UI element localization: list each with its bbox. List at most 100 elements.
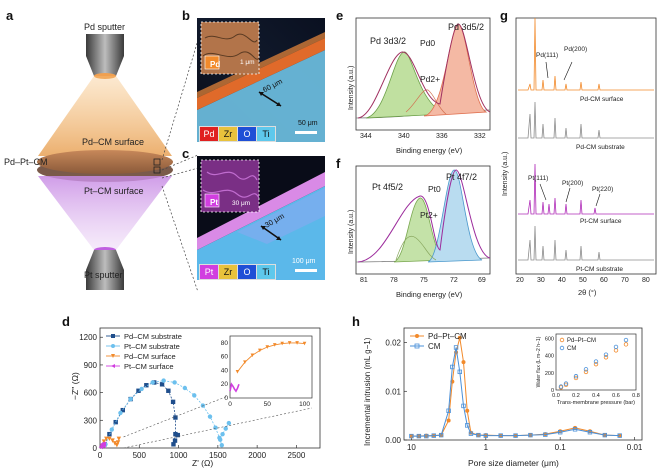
chart-h-inset-legend-marker — [559, 337, 565, 343]
chart-h-xtick-label: 0.1 — [555, 443, 567, 452]
chart-h-legend-label: CM — [428, 342, 441, 351]
chart-d-legend-marker — [111, 344, 115, 348]
pt200-label: Pt(200) — [562, 180, 584, 187]
chart-h-frame — [403, 327, 643, 441]
chart-h-inset-point-b — [593, 359, 599, 364]
legend-ti-c: Ti — [256, 264, 276, 280]
chart-h-inset-point-a — [573, 375, 579, 381]
pt-sputter-gun — [86, 270, 124, 290]
chart-d-point — [120, 407, 125, 413]
chart-d-point — [101, 441, 107, 447]
chart-e-tick-340: 340 — [398, 133, 410, 140]
pt-4f52-label: Pt 4f5/2 — [372, 182, 404, 192]
chart-d-xtick-label: 2500 — [288, 451, 306, 460]
trace-pt-surface: Pt-CM surface — [580, 218, 622, 225]
pt-4f72-label: Pt 4f7/2 — [446, 172, 478, 182]
chart-d-inset-xtick: 50 — [264, 401, 272, 408]
chart-d-zoom-line — [123, 395, 229, 438]
pt-thickness-arrow — [260, 225, 282, 241]
chart-h-point — [465, 408, 470, 413]
chart-d-inset-orange-point — [258, 348, 262, 353]
chart-h-inset-xtick: 0.6 — [612, 393, 620, 399]
chart-h-point — [498, 433, 503, 438]
pt-scale-bar — [295, 269, 317, 272]
chart-h-point — [543, 432, 548, 437]
chart-d-ytick-label: 600 — [84, 389, 98, 398]
panel-f-letter: f — [336, 156, 341, 171]
pd-inset-scale: 1 μm — [240, 59, 255, 66]
chart-e-ylabel: Intensity (a.u.) — [348, 65, 355, 110]
chart-f-frame — [355, 165, 491, 275]
chart-d-point — [139, 386, 144, 392]
chart-h-point — [465, 423, 470, 428]
panel-g-letter: g — [500, 8, 508, 23]
legend-pt: Pt — [199, 264, 219, 280]
chart-h-inset-xlabel: Trans-membrane pressure (bar) — [557, 400, 635, 406]
legend-o-c: O — [237, 264, 257, 280]
chart-g-tick-40: 40 — [558, 277, 566, 284]
pt-inset-scale: 30 μm — [232, 200, 251, 207]
chart-g-tick-30: 30 — [537, 277, 545, 284]
chart-g-frame — [515, 17, 657, 275]
pd111-label: Pd(111) — [536, 52, 559, 59]
chart-h-point — [446, 408, 451, 413]
chart-d-point — [128, 396, 133, 402]
chart-e — [355, 17, 491, 131]
chart-d-inset-orange-point — [250, 353, 255, 358]
chart-h-inset-ytick: 0 — [551, 388, 554, 394]
chart-d-legend-label: Pd–CM substrate — [124, 332, 182, 341]
chart-d-point — [172, 380, 177, 385]
chart-f-tick-78: 78 — [390, 277, 398, 284]
chart-d-xlabel: Z' (Ω) — [192, 458, 214, 468]
legend-o: O — [237, 126, 257, 142]
chart-h-ytick-label: 0.02 — [385, 339, 401, 348]
pt2-label: Pt2+ — [420, 210, 438, 220]
zoom-connector-lines — [161, 39, 199, 293]
chart-d-ytick-label: 900 — [84, 361, 98, 370]
chart-g-xlabel: 2θ (°) — [578, 288, 597, 297]
chart-d-inset-ytick: 80 — [221, 340, 229, 347]
chart-h-point — [450, 364, 455, 370]
chart-d-point — [172, 438, 178, 443]
chart-h-point — [602, 432, 608, 438]
xrd-pd-substrate — [518, 101, 654, 139]
chart-d-inset-orange-point — [302, 341, 307, 346]
chart-h-point — [468, 431, 474, 436]
chart-d-inset-orange-point — [272, 343, 277, 347]
chart-d-point — [136, 388, 141, 393]
chart-d-point — [226, 420, 232, 426]
xrd-pt-substrate — [518, 225, 654, 261]
chart-d-xtick-label: 500 — [133, 451, 147, 460]
chart-d-frame — [99, 327, 321, 449]
chart-d-point — [109, 427, 114, 432]
pd-plasma-cone — [38, 76, 172, 156]
pt0-label: Pt0 — [428, 184, 441, 194]
panel-b-letter: b — [182, 8, 190, 23]
trace-pd-surface: Pd-CM surface — [580, 96, 624, 103]
chart-e-tick-332: 332 — [474, 133, 486, 140]
chart-h-inset-point-b — [563, 381, 569, 386]
pd-3d32-label: Pd 3d3/2 — [370, 36, 407, 46]
chart-h-point — [438, 432, 444, 438]
chart-d-point — [144, 383, 149, 388]
chart-d-ytick-label: 300 — [84, 416, 98, 425]
chart-d-point — [218, 437, 223, 442]
chart-d-xtick-label: 0 — [98, 451, 103, 460]
scale-bar — [295, 131, 317, 134]
chart-h-legend-marker — [415, 334, 419, 338]
chart-f-xlabel: Binding energy (eV) — [396, 290, 463, 299]
chart-d-inset-ytick: 60 — [221, 354, 229, 361]
chart-h-point — [617, 433, 622, 438]
pd-pt-cm-label: Pd–Pt–CM — [4, 157, 48, 167]
chart-h-ytick-label: 0.00 — [385, 436, 401, 445]
chart-h-inset-point-b — [573, 374, 579, 379]
chart-e-frame — [355, 17, 491, 131]
chart-d-point — [159, 382, 165, 387]
chart-h-inset-xtick: 0.4 — [592, 393, 600, 399]
pd200-label: Pd(200) — [564, 46, 588, 53]
pd-scale-label: 50 μm — [298, 120, 318, 127]
pd2-label: Pd2+ — [420, 74, 441, 84]
legend-zr-c: Zr — [218, 264, 238, 280]
